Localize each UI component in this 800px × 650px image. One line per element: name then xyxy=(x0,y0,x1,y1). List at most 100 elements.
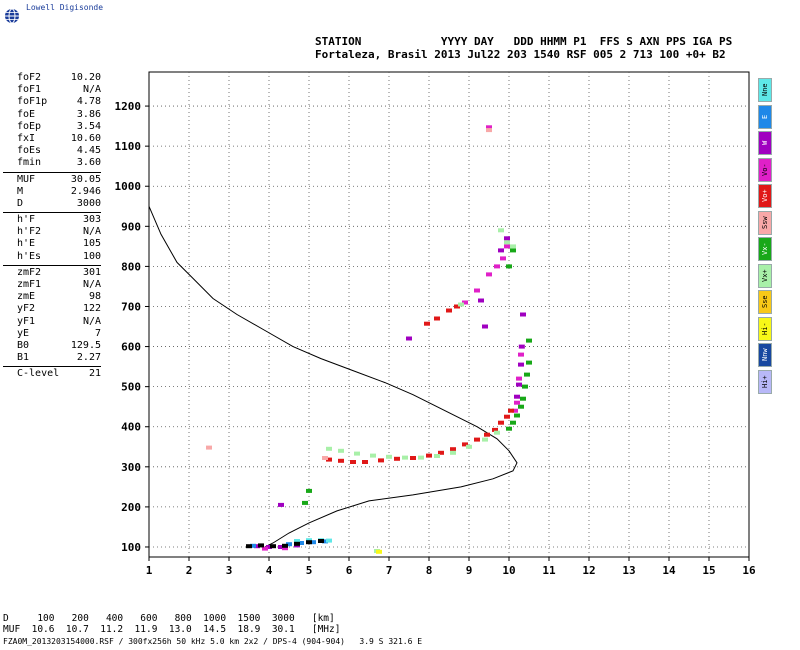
echo-point xyxy=(326,446,332,451)
param-name: C-level xyxy=(17,368,60,380)
x-tick-label: 7 xyxy=(386,564,393,577)
plot-frame xyxy=(148,71,750,558)
echo-point xyxy=(378,458,384,463)
legend-item: Ssw xyxy=(758,210,772,235)
param-value: 30.05 xyxy=(70,173,101,185)
echo-point xyxy=(514,413,520,418)
echo-point xyxy=(494,264,500,269)
param-name: foEs xyxy=(17,145,42,157)
echo-point xyxy=(494,430,500,435)
echo-point xyxy=(492,427,498,432)
param-value: 100 xyxy=(82,250,101,262)
legend-item: Vx+ xyxy=(758,263,772,288)
echo-point xyxy=(438,450,444,455)
param-value: 3000 xyxy=(76,197,101,209)
echo-point xyxy=(526,360,532,365)
param-name: B1 xyxy=(17,352,30,364)
x-tick-label: 9 xyxy=(466,564,473,577)
echo-point xyxy=(362,460,368,464)
echo-point xyxy=(482,437,488,442)
param-value: 10.60 xyxy=(70,132,101,144)
legend-item: Nnw xyxy=(758,343,772,368)
param-row: B0 129.5 xyxy=(3,340,101,352)
x-tick-label: 10 xyxy=(502,564,515,577)
y-tick-label: 300 xyxy=(121,461,141,474)
x-tick-label: 4 xyxy=(266,564,273,577)
echo-point xyxy=(498,228,504,233)
param-separator xyxy=(3,264,101,266)
echo-point xyxy=(478,298,484,303)
legend-label: E xyxy=(761,114,769,119)
echo-point xyxy=(450,450,456,455)
echo-point xyxy=(418,455,424,460)
param-value: N/A xyxy=(82,226,101,238)
param-row: M 2.946 xyxy=(3,186,101,198)
echo-point xyxy=(474,437,480,442)
param-value: 3.60 xyxy=(76,157,101,169)
echo-point xyxy=(450,447,456,452)
param-row: foF2 10.20 xyxy=(3,72,101,84)
param-name: M xyxy=(17,185,24,197)
param-row: B1 2.27 xyxy=(3,352,101,364)
param-name: h'F xyxy=(17,214,36,226)
legend-item: Hi+ xyxy=(758,370,772,395)
header-labels: STATION YYYY DAY DDD HHMM P1 FFS S AXN P… xyxy=(315,35,733,48)
param-separator xyxy=(3,212,101,214)
echo-point xyxy=(266,545,272,549)
legend-item: Vx- xyxy=(758,237,772,262)
param-value: 105 xyxy=(82,238,101,250)
param-value: 21 xyxy=(88,368,101,380)
echo-point xyxy=(318,539,324,543)
x-tick-label: 1 xyxy=(146,564,153,577)
echo-point xyxy=(520,396,526,401)
echo-point xyxy=(466,444,472,449)
echo-point xyxy=(506,426,512,431)
param-separator xyxy=(3,171,101,173)
param-name: MUF xyxy=(17,173,36,185)
echo-point xyxy=(508,408,514,413)
legend-label: Vx- xyxy=(761,242,769,256)
param-row: foE 3.86 xyxy=(3,109,101,121)
y-tick-label: 100 xyxy=(121,541,141,554)
echo-point xyxy=(516,382,522,387)
x-tick-label: 16 xyxy=(742,564,756,577)
legend-item: Nne xyxy=(758,78,772,102)
param-row: h'E 105 xyxy=(3,238,101,250)
echo-point xyxy=(518,352,524,357)
param-name: B0 xyxy=(17,339,30,351)
legend-label: Vo+ xyxy=(761,189,769,203)
y-tick-label: 500 xyxy=(121,381,141,394)
legend-label: Nne xyxy=(761,83,769,97)
echo-point xyxy=(306,540,312,545)
x-tick-label: 13 xyxy=(622,564,635,577)
echo-point xyxy=(376,549,382,554)
scaled-parameters-panel: foF2 10.20 foF1 N/A foF1p 4.78 foE 3.86 foEp 3.54… xyxy=(3,72,101,381)
echo-point xyxy=(262,546,268,551)
param-row: fmin 3.60 xyxy=(3,157,101,169)
param-value: 3.54 xyxy=(76,120,101,132)
param-row: foF1 N/A xyxy=(3,84,101,96)
param-value: 10.20 xyxy=(70,72,101,83)
param-row: foF1p 4.78 xyxy=(3,96,101,108)
echo-point xyxy=(402,455,408,460)
param-row: zmF2 301 xyxy=(3,267,101,279)
echo-point xyxy=(246,544,252,549)
echo-point xyxy=(462,300,468,305)
param-name: foE xyxy=(17,108,36,120)
param-value: 303 xyxy=(82,214,101,226)
echo-point xyxy=(326,538,332,543)
param-name: h'F2 xyxy=(17,226,42,238)
y-tick-label: 1200 xyxy=(115,100,142,113)
param-name: foF1p xyxy=(17,96,48,108)
param-value: 129.5 xyxy=(70,339,101,351)
param-name: fmin xyxy=(17,157,42,169)
echo-point xyxy=(486,128,492,133)
param-value: 98 xyxy=(88,291,101,303)
echo-point xyxy=(514,394,520,399)
electron-density-profile-line xyxy=(148,206,518,548)
param-name: fxI xyxy=(17,132,36,144)
echo-point xyxy=(424,321,430,326)
echo-point xyxy=(410,456,416,460)
echo-point xyxy=(298,541,304,545)
echo-point xyxy=(394,456,400,461)
